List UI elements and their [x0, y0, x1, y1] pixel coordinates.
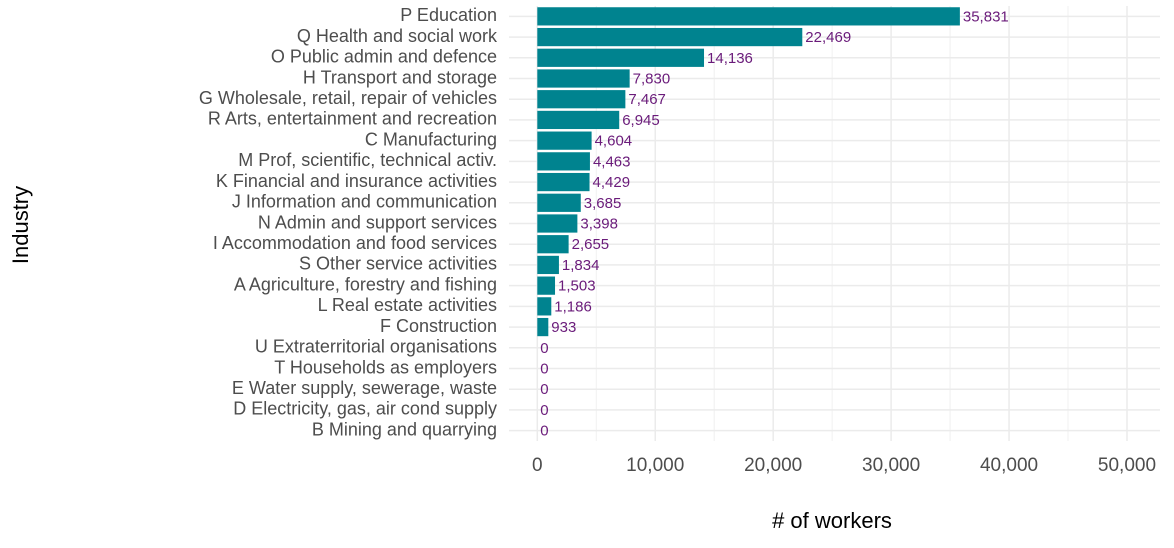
bar	[537, 110, 620, 130]
x-axis-label: # of workers	[772, 508, 892, 533]
value-label: 1,503	[558, 278, 596, 295]
y-tick-label: N Admin and support services	[258, 212, 497, 232]
y-tick-label: J Information and communication	[232, 192, 497, 212]
value-label: 933	[551, 319, 576, 336]
value-label: 7,467	[628, 91, 666, 108]
y-tick-label: S Other service activities	[299, 254, 497, 274]
value-label: 4,604	[595, 133, 633, 150]
y-tick-label: I Accommodation and food services	[213, 233, 497, 253]
bar	[537, 152, 590, 171]
bar	[537, 297, 552, 316]
bar	[537, 90, 626, 109]
y-tick-label: P Education	[400, 5, 497, 25]
value-label: 0	[540, 360, 548, 377]
value-label: 35,831	[963, 8, 1009, 25]
value-label: 3,398	[580, 215, 618, 232]
bar	[537, 214, 578, 233]
value-label: 6,945	[622, 112, 660, 129]
value-label: 2,655	[572, 236, 610, 253]
y-tick-label: M Prof, scientific, technical activ.	[238, 150, 497, 170]
y-tick-label: A Agriculture, forestry and fishing	[234, 274, 497, 294]
x-tick-label: 30,000	[862, 455, 920, 476]
bar	[537, 69, 630, 88]
bar	[537, 172, 590, 192]
y-tick-label: O Public admin and defence	[271, 47, 497, 67]
value-label: 1,834	[562, 257, 600, 274]
value-label: 0	[540, 402, 548, 419]
y-tick-label: T Households as employers	[274, 357, 497, 377]
y-tick-label: B Mining and quarrying	[312, 419, 497, 439]
x-tick-label: 40,000	[980, 455, 1038, 476]
bar	[537, 235, 569, 254]
bar	[537, 48, 705, 67]
y-tick-label: F Construction	[380, 316, 497, 336]
x-tick-label: 10,000	[626, 455, 684, 476]
x-tick-label: 20,000	[744, 455, 802, 476]
value-label: 7,830	[633, 70, 671, 87]
value-label: 0	[540, 340, 548, 357]
y-tick-label: Q Health and social work	[297, 26, 498, 46]
bar	[537, 193, 581, 212]
x-tick-label: 50,000	[1098, 455, 1156, 476]
y-tick-label: H Transport and storage	[303, 67, 497, 87]
value-label: 14,136	[707, 50, 753, 67]
value-label: 0	[540, 381, 548, 398]
bar	[537, 131, 592, 150]
bar	[537, 317, 549, 337]
y-tick-label: K Financial and insurance activities	[216, 171, 497, 191]
value-label: 0	[540, 423, 548, 440]
value-label: 4,463	[593, 153, 631, 170]
value-label: 1,186	[554, 298, 592, 315]
y-tick-label: C Manufacturing	[365, 129, 497, 149]
y-axis-label: Industry	[8, 186, 33, 264]
value-label: 3,685	[584, 195, 622, 212]
bar	[537, 7, 960, 26]
x-tick-label: 0	[532, 455, 543, 476]
bar	[537, 255, 559, 275]
y-tick-label: L Real estate activities	[318, 295, 497, 315]
y-tick-label: E Water supply, sewerage, waste	[232, 378, 497, 398]
bar	[537, 27, 803, 47]
y-tick-label: R Arts, entertainment and recreation	[208, 109, 497, 129]
y-tick-label: D Electricity, gas, air cond supply	[233, 399, 497, 419]
bar	[537, 276, 556, 295]
value-label: 4,429	[593, 174, 631, 191]
y-tick-label: G Wholesale, retail, repair of vehicles	[199, 88, 497, 108]
value-label: 22,469	[805, 29, 851, 46]
y-tick-label: U Extraterritorial organisations	[255, 337, 497, 357]
